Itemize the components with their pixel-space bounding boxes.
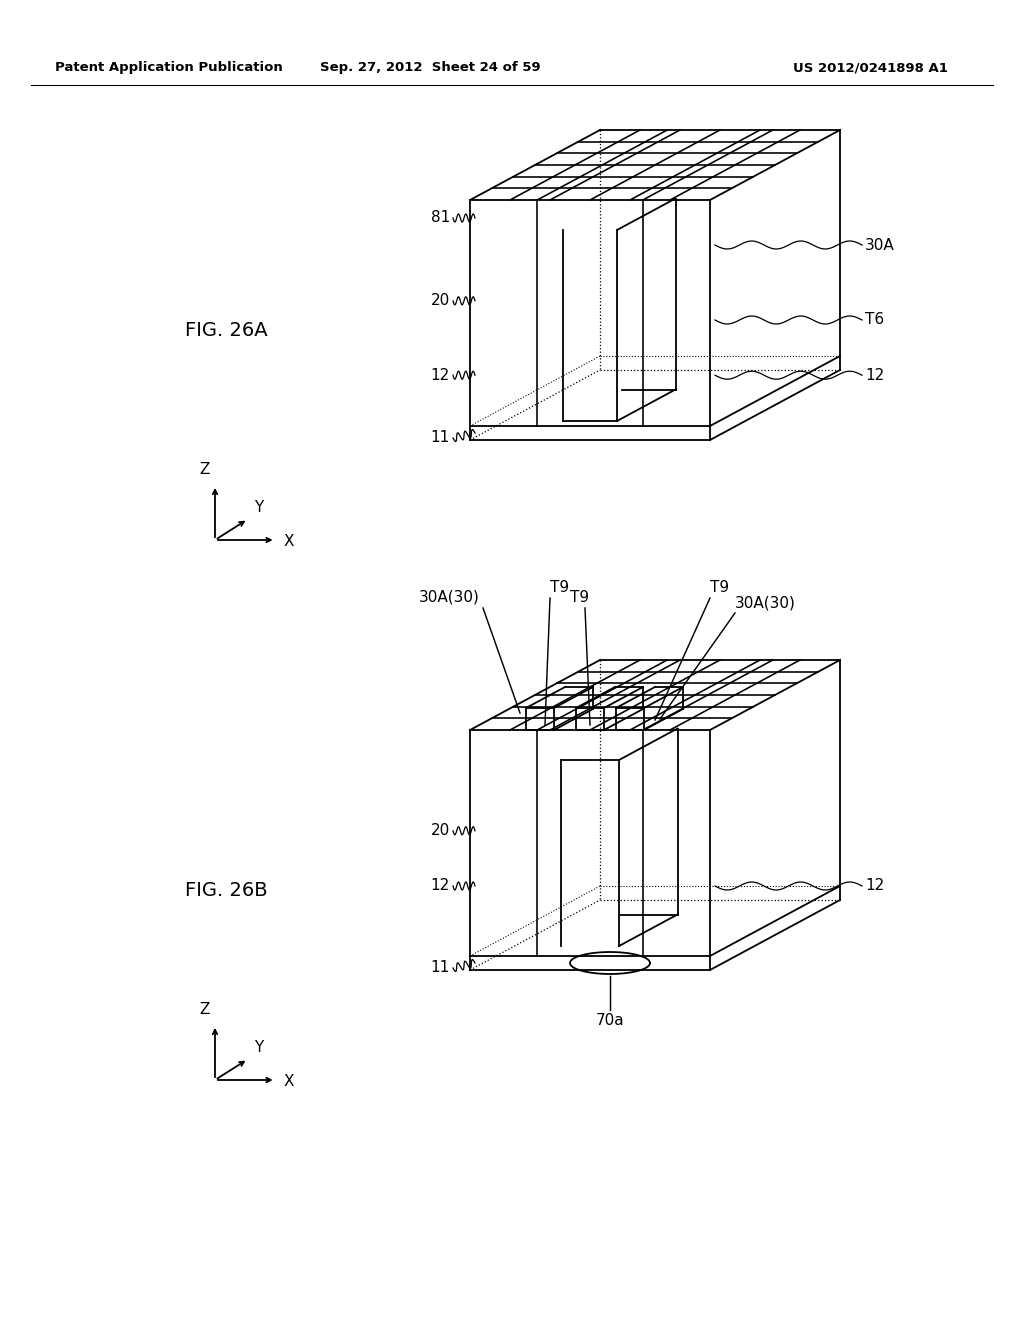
Text: 70a: 70a <box>596 1012 625 1028</box>
Text: T9: T9 <box>550 579 569 595</box>
Text: 11: 11 <box>431 430 450 446</box>
Text: Y: Y <box>254 1040 263 1055</box>
Text: US 2012/0241898 A1: US 2012/0241898 A1 <box>793 62 947 74</box>
Text: X: X <box>284 535 294 549</box>
Text: 20: 20 <box>431 824 450 838</box>
Text: 30A(30): 30A(30) <box>735 595 796 610</box>
Text: 30A: 30A <box>865 238 895 252</box>
Text: 20: 20 <box>431 293 450 309</box>
Text: T6: T6 <box>865 313 884 327</box>
Text: Sep. 27, 2012  Sheet 24 of 59: Sep. 27, 2012 Sheet 24 of 59 <box>319 62 541 74</box>
Text: 81: 81 <box>431 210 450 226</box>
Text: X: X <box>284 1074 294 1089</box>
Text: 12: 12 <box>865 879 885 894</box>
Text: 12: 12 <box>865 368 885 383</box>
Text: 12: 12 <box>431 368 450 383</box>
Text: Patent Application Publication: Patent Application Publication <box>55 62 283 74</box>
Text: T9: T9 <box>570 590 590 605</box>
Text: 11: 11 <box>431 961 450 975</box>
Text: 30A(30): 30A(30) <box>419 590 480 605</box>
Text: Z: Z <box>200 1002 210 1016</box>
Text: FIG. 26A: FIG. 26A <box>185 321 267 339</box>
Text: 12: 12 <box>431 879 450 894</box>
Text: FIG. 26B: FIG. 26B <box>185 880 267 899</box>
Text: Y: Y <box>254 500 263 515</box>
Text: Z: Z <box>200 462 210 477</box>
Text: T9: T9 <box>710 579 729 595</box>
